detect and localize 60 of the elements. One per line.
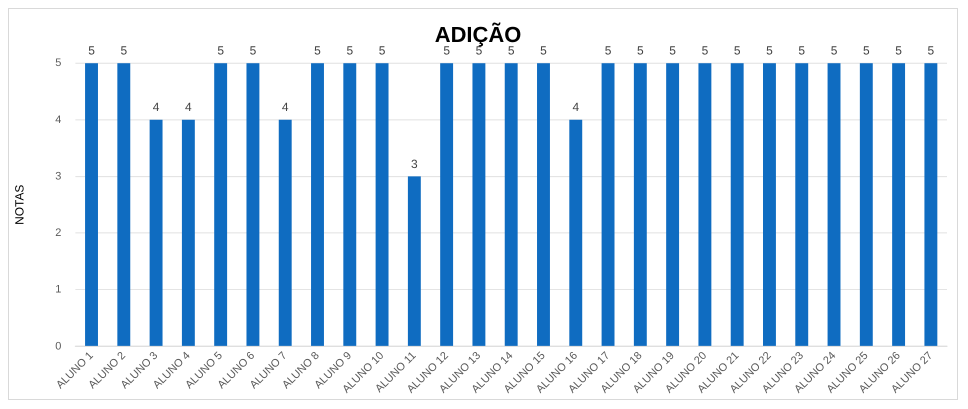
data-label: 5 <box>314 43 322 58</box>
bar <box>634 63 647 346</box>
bar <box>182 120 195 346</box>
bar <box>924 63 938 346</box>
data-label: 3 <box>411 156 418 171</box>
bar <box>569 120 582 346</box>
data-label: 5 <box>443 43 450 58</box>
bar <box>698 63 712 346</box>
data-label: 5 <box>120 43 128 58</box>
y-tick-label: 4 <box>55 114 62 126</box>
data-label: 5 <box>378 43 386 58</box>
data-label: 5 <box>734 43 741 58</box>
data-label: 5 <box>928 43 935 58</box>
y-tick-label: 1 <box>55 284 62 296</box>
y-axis-title: NOTAS <box>12 184 26 225</box>
bar <box>246 63 260 346</box>
data-label: 5 <box>895 43 902 58</box>
y-tick-label: 2 <box>55 227 62 240</box>
data-label: 5 <box>508 43 515 58</box>
bar <box>602 63 615 346</box>
data-label: 4 <box>572 100 580 114</box>
data-label: 5 <box>862 43 870 58</box>
data-label: 5 <box>798 43 806 58</box>
bar <box>666 63 680 346</box>
bar <box>278 120 292 346</box>
bar <box>472 63 486 346</box>
data-label: 5 <box>702 43 709 58</box>
bar <box>85 63 98 346</box>
data-label: 5 <box>217 43 224 58</box>
y-tick-label: 0 <box>55 340 62 352</box>
bar <box>117 63 130 346</box>
data-label: 5 <box>88 43 96 58</box>
bar <box>311 63 324 346</box>
data-label: 5 <box>346 43 354 58</box>
bar <box>860 63 873 346</box>
bar <box>343 63 356 346</box>
bar <box>828 63 840 346</box>
bar <box>214 63 228 346</box>
data-label: 5 <box>830 43 838 58</box>
data-label: 4 <box>282 100 289 114</box>
bar <box>504 63 518 346</box>
y-tick-label: 5 <box>55 57 62 70</box>
data-label: 5 <box>250 43 257 58</box>
data-label: 5 <box>637 43 644 58</box>
y-tick-label: 3 <box>55 170 62 182</box>
data-label: 5 <box>540 43 548 58</box>
data-label: 5 <box>669 43 676 58</box>
data-label: 5 <box>604 43 612 58</box>
data-label: 4 <box>152 100 160 114</box>
data-label: 4 <box>185 100 192 114</box>
data-label: 5 <box>766 43 774 58</box>
bar <box>795 63 808 346</box>
bar <box>376 63 389 346</box>
bar <box>408 176 421 346</box>
bar <box>440 63 454 346</box>
bar <box>537 63 550 346</box>
bar <box>730 63 744 346</box>
bar <box>150 120 163 346</box>
bar <box>892 63 906 346</box>
bar <box>763 63 776 346</box>
